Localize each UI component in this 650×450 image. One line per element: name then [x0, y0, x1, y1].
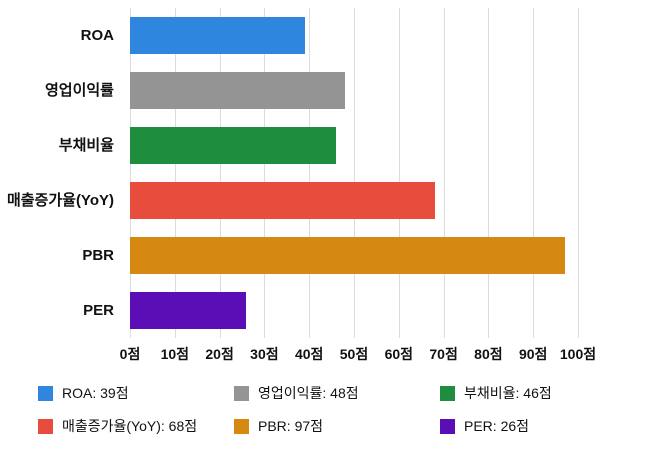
bar-PER	[130, 292, 247, 329]
x-tick-label: 20점	[205, 346, 234, 362]
plot-area	[130, 8, 579, 338]
bar-매출증가율(YoY)	[130, 182, 435, 219]
legend-swatch-icon	[234, 385, 249, 401]
category-label: ROA	[80, 27, 114, 44]
x-tick-label: 50점	[339, 346, 369, 362]
gridline	[309, 8, 311, 338]
bar-ROA	[130, 17, 305, 54]
x-tick-label: 70점	[429, 346, 458, 362]
x-tick-label: 90점	[518, 346, 548, 362]
legend-swatch-icon	[440, 418, 455, 434]
category-label: 영업이익률	[44, 82, 114, 99]
x-tick-label: 10점	[160, 346, 190, 362]
gridline	[443, 8, 445, 338]
legend-label: 영업이익률: 48점	[258, 385, 359, 401]
x-tick-label: 100점	[559, 346, 597, 362]
gridline	[578, 8, 579, 338]
legend-swatch-icon	[38, 385, 53, 401]
bar-row	[130, 173, 578, 228]
legend-label: 매출증가율(YoY): 68점	[62, 418, 198, 434]
bar-PBR	[130, 237, 565, 274]
legend-item: 매출증가율(YoY): 68점	[38, 416, 234, 436]
bar-부채비율	[130, 127, 337, 164]
category-label: PER	[83, 302, 114, 319]
legend-item: ROA: 39점	[38, 383, 234, 403]
legend-label: 부채비율: 46점	[464, 385, 552, 401]
legend-item: PER: 26점	[440, 416, 628, 436]
gridline	[398, 8, 400, 338]
bar-row	[130, 283, 578, 338]
bar-row	[130, 118, 578, 173]
gridline	[174, 8, 176, 338]
bar-영업이익률	[130, 72, 346, 109]
legend-item: 영업이익률: 48점	[234, 383, 440, 403]
legend-swatch-icon	[234, 418, 249, 434]
gridline	[354, 8, 355, 338]
gridline	[533, 8, 535, 338]
gridline	[219, 8, 221, 338]
x-tick-label: 30점	[250, 346, 279, 362]
legend-swatch-icon	[440, 385, 455, 401]
bar-row	[130, 8, 578, 63]
category-label: PBR	[82, 247, 114, 264]
x-tick-label: 80점	[474, 346, 503, 362]
category-label: 부채비율	[58, 137, 114, 154]
bar-row	[130, 63, 578, 118]
x-tick-label: 60점	[384, 346, 414, 362]
gridline	[264, 8, 266, 338]
gridline	[488, 8, 490, 338]
legend-label: PER: 26점	[464, 418, 530, 434]
legend-item: 부채비율: 46점	[440, 383, 628, 403]
legend-swatch-icon	[38, 418, 53, 434]
legend-label: PBR: 97점	[258, 418, 324, 434]
legend-item: PBR: 97점	[234, 416, 440, 436]
x-tick-label: 0점	[119, 346, 141, 362]
category-label: 매출증가율(YoY)	[6, 192, 114, 209]
x-tick-label: 40점	[294, 346, 324, 362]
x-axis-ticks: 0점 10점 20점 30점 40점 50점 60점 70점 80점 90점 100점	[120, 344, 596, 366]
legend-label: ROA: 39점	[62, 385, 129, 401]
gridline	[130, 8, 131, 338]
bar-row	[130, 228, 578, 283]
